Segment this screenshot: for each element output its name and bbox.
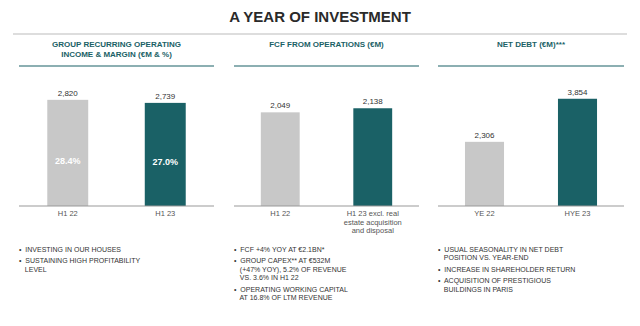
bullet: • FCF +4% YOY AT €2.1BN* <box>234 246 325 253</box>
data-label: 2,049 <box>270 101 291 110</box>
data-label: 3,854 <box>567 88 588 97</box>
tick-label-line: HYE 23 <box>565 209 591 218</box>
bullet-line: • OPERATING WORKING CAPITAL <box>234 286 348 293</box>
subtitle-rule <box>438 65 624 66</box>
x-axis <box>19 206 214 207</box>
x-axis <box>234 206 419 207</box>
title: A YEAR OF INVESTMENT <box>229 8 411 25</box>
tick-label-line: H1 23 <box>155 209 175 218</box>
bullet-line: • ACQUISITION OF PRESTIGIOUS <box>438 277 551 285</box>
bars <box>261 108 392 206</box>
title-line: A YEAR OF INVESTMENT <box>229 8 411 25</box>
inner-label: 28.4% <box>55 156 81 166</box>
bullet: • ACQUISITION OF PRESTIGIOUS BUILDINGS I… <box>438 277 551 292</box>
panel: NET DEBT (€M)*** 2,306 YE 22 3,854 HYE 23 • U… <box>438 40 624 293</box>
data-label: 2,306 <box>474 131 495 140</box>
data-label: 2,739 <box>155 92 176 101</box>
tick-label: H1 22 <box>58 209 78 218</box>
subtitle: GROUP RECURRING OPERATINGINCOME & MARGIN… <box>52 40 181 59</box>
tick-label-line: H1 22 <box>58 209 78 218</box>
x-axis <box>438 206 624 207</box>
tick-label-line: YE 22 <box>474 209 494 218</box>
bullet-line: • GROUP CAPEX** AT €532M <box>234 257 330 264</box>
subtitle-line: NET DEBT (€M)*** <box>497 40 566 49</box>
subtitle-line: GROUP RECURRING OPERATING <box>52 40 181 49</box>
bullet-line: • USUAL SEASONALITY IN NET DEBT <box>438 246 564 253</box>
bullet-line: BUILDINGS IN PARIS <box>438 286 513 293</box>
bullet: • SUSTAINING HIGH PROFITABILITY LEVEL <box>19 257 141 272</box>
bullet: • OPERATING WORKING CAPITAL AT 16.8% OF … <box>234 286 348 301</box>
subtitle-line: FCF FROM OPERATIONS (€M) <box>269 40 384 49</box>
bullet: • INVESTING IN OUR HOUSES <box>19 246 121 253</box>
bars <box>465 99 597 206</box>
tick-label: H1 22 <box>270 209 290 218</box>
panel: FCF FROM OPERATIONS (€M) 2,049 H1 22 2,138 H… <box>234 40 419 301</box>
panel: GROUP RECURRING OPERATINGINCOME & MARGIN… <box>19 40 214 273</box>
bar <box>465 142 504 206</box>
bar <box>558 99 597 206</box>
bar <box>353 108 392 206</box>
subtitle: FCF FROM OPERATIONS (€M) <box>269 40 384 49</box>
bullet: • INCREASE IN SHAREHOLDER RETURN <box>438 266 575 273</box>
bullet: • USUAL SEASONALITY IN NET DEBT POSITION… <box>438 246 564 261</box>
bullet-line: POSITION VS. YEAR-END <box>438 254 529 261</box>
tick-label-line: H1 22 <box>270 209 290 218</box>
subtitle-rule <box>234 65 419 66</box>
bullet: • GROUP CAPEX** AT €532M (+47% YOY), 5.2… <box>234 257 347 281</box>
bullet-line: • FCF +4% YOY AT €2.1BN* <box>234 246 325 253</box>
bullet-line: • INCREASE IN SHAREHOLDER RETURN <box>438 266 575 273</box>
tick-label: H1 23 excl. realestate acquisitionand di… <box>344 209 402 235</box>
data-label: 2,138 <box>363 97 384 106</box>
bullet-line: • INVESTING IN OUR HOUSES <box>19 246 121 253</box>
bullet-line: • SUSTAINING HIGH PROFITABILITY <box>19 257 141 264</box>
tick-label: HYE 23 <box>565 209 591 218</box>
bars <box>47 100 185 206</box>
subtitle-rule <box>19 65 214 66</box>
inner-label: 27.0% <box>152 157 178 167</box>
subtitle-line: INCOME & MARGIN (€M & %) <box>61 50 172 59</box>
bar <box>145 103 186 206</box>
tick-label-line: and disposal <box>352 226 394 235</box>
bar <box>261 112 300 206</box>
bullet-line: LEVEL <box>19 266 47 273</box>
bullet-line: (+47% YOY), 5.2% OF REVENUE <box>234 266 347 274</box>
subtitle: NET DEBT (€M)*** <box>497 40 566 49</box>
tick-label: YE 22 <box>474 209 494 218</box>
chart-canvas: A YEAR OF INVESTMENT GROUP RECURRING OPER… <box>0 0 640 326</box>
data-label: 2,820 <box>58 89 79 98</box>
title-rule <box>13 34 627 35</box>
bar <box>47 100 88 206</box>
tick-label: H1 23 <box>155 209 175 218</box>
bullet-line: AT 16.8% OF LTM REVENUE <box>234 294 333 301</box>
bullet-line: VS. 3.6% IN H1 22 <box>234 274 299 281</box>
